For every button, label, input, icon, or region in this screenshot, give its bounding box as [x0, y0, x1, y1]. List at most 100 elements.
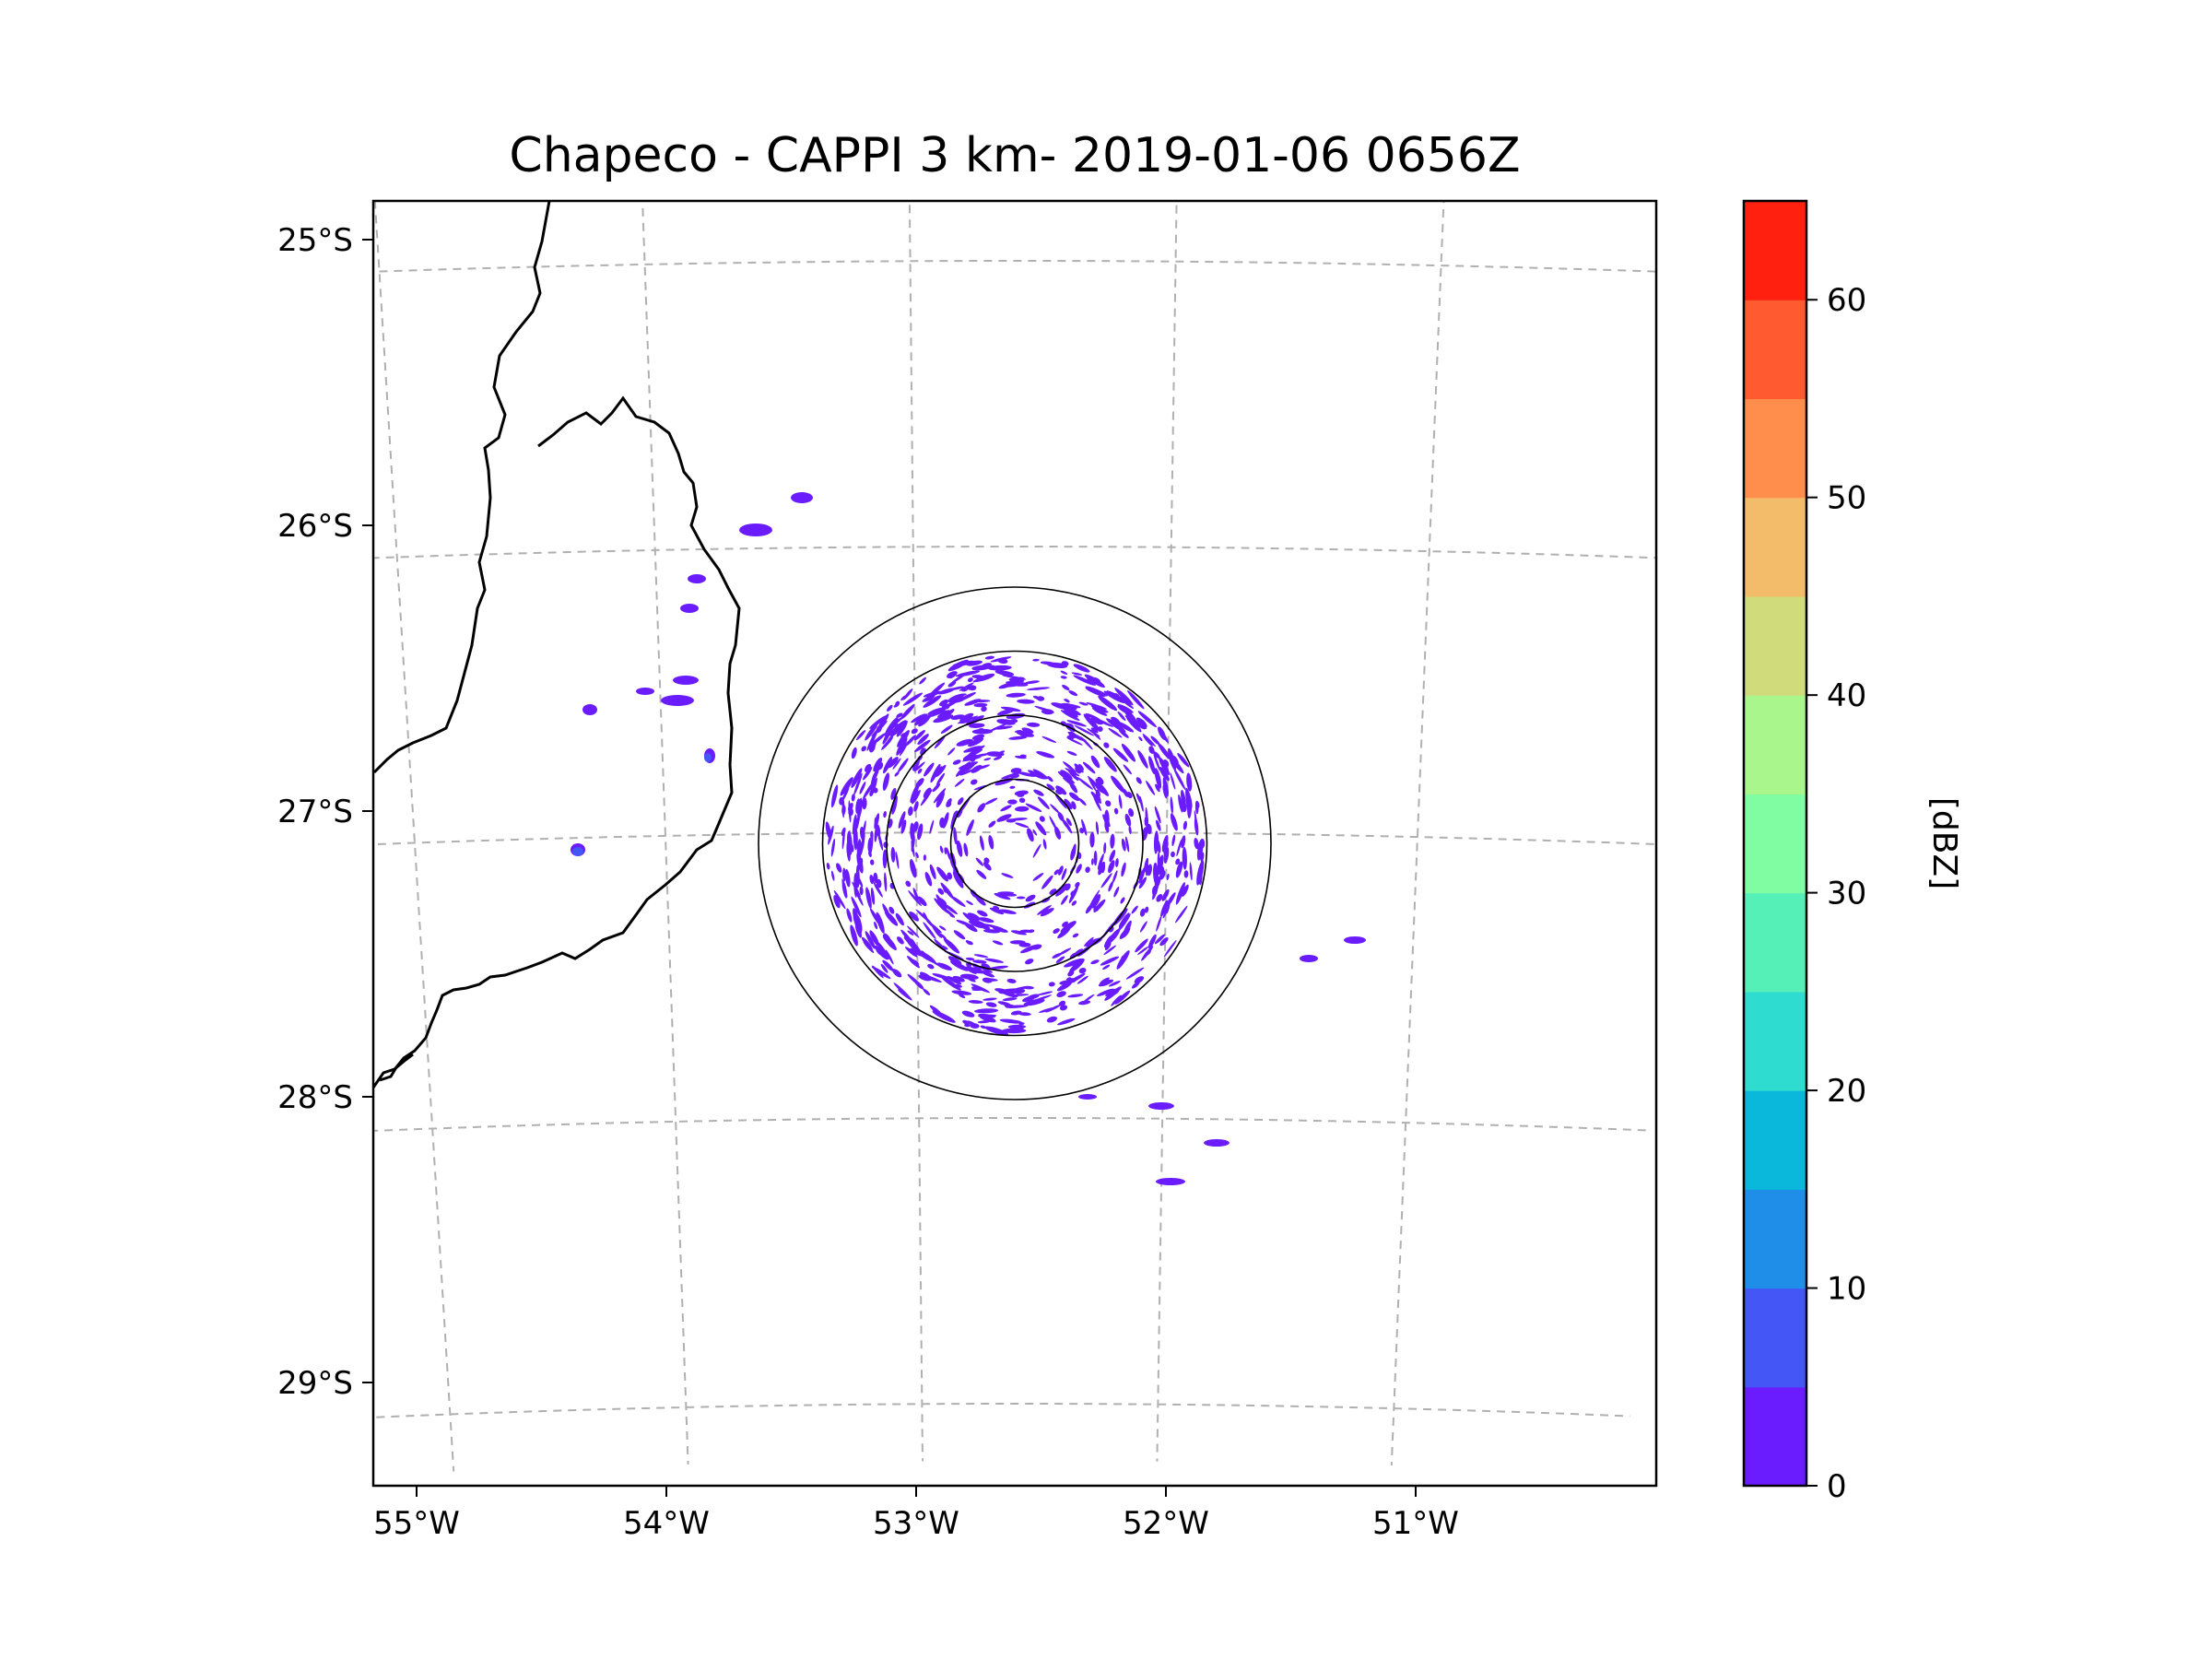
echo-cell [1075, 881, 1080, 888]
echo-cell [1032, 829, 1038, 836]
echo-cell [833, 895, 841, 909]
echo-cell [1158, 743, 1171, 759]
echo-cell [1082, 994, 1095, 1004]
colorbar-segment [1744, 398, 1806, 499]
lat-label: 28°S [277, 1079, 353, 1116]
echo-cell [1009, 940, 1026, 945]
echo-cell [914, 713, 928, 726]
echo-cell [897, 758, 909, 773]
echo-cell [1148, 746, 1155, 754]
parallel-line [373, 1403, 1630, 1418]
echo-cell [1095, 821, 1100, 835]
echo-cell [1064, 819, 1073, 834]
echo-cell [1194, 818, 1199, 836]
echo-cell [923, 695, 942, 708]
echo-cell [1010, 768, 1022, 774]
echo-cell [943, 937, 960, 954]
echo-cell [862, 797, 867, 810]
echo-cell [970, 970, 990, 974]
echo-cell [840, 777, 853, 796]
echo-cell [1135, 938, 1148, 953]
echo-cell [1055, 794, 1067, 809]
echo-cell [915, 949, 936, 963]
echo-cell [1026, 687, 1051, 691]
echo-cell [979, 835, 984, 851]
echo-cell [900, 703, 915, 720]
echo-cell [912, 867, 915, 875]
range-ring [821, 650, 1208, 1037]
echo-cell [1185, 787, 1189, 811]
echo-cell [898, 811, 906, 829]
echo-cell [859, 782, 866, 794]
echo-cell [923, 854, 927, 861]
echo-cell [842, 867, 846, 882]
echo-cell [1030, 771, 1049, 780]
echo-cell [1070, 733, 1079, 737]
echo-cell [934, 898, 949, 913]
echo-cell [927, 707, 947, 715]
echo-cluster [636, 688, 654, 695]
echo-cell [977, 910, 988, 917]
echo-cell [1170, 796, 1173, 814]
echo-cell [1124, 715, 1146, 730]
echo-cell [1128, 807, 1135, 818]
echo-cell [910, 938, 917, 949]
echo-cell [1154, 934, 1166, 945]
echo-cell [884, 872, 888, 892]
echo-cluster [1078, 1094, 1097, 1100]
echo-cell [937, 888, 945, 895]
echo-cell [870, 739, 877, 750]
echo-cell [967, 1020, 978, 1027]
echo-cell [939, 845, 944, 853]
echo-cell [937, 710, 950, 718]
echo-cell [982, 997, 997, 1001]
echo-cell [1053, 928, 1060, 935]
echo-cell [1100, 873, 1112, 888]
echo-cell [1064, 699, 1070, 702]
echo-cell [1118, 729, 1129, 738]
echo-cell [953, 827, 958, 845]
echo-cell [863, 941, 875, 953]
echo-cell [1097, 853, 1104, 870]
echo-cell [1057, 1018, 1076, 1026]
echo-cell [917, 734, 929, 746]
echo-cell [854, 873, 864, 888]
echo-cell [869, 930, 879, 947]
longitude-labels: 55°W 54°W 53°W 52°W 51°W [373, 1486, 1459, 1542]
echo-cell [850, 924, 858, 947]
echo-cell [1137, 711, 1157, 728]
echo-cell [962, 754, 978, 761]
echo-cell [943, 903, 958, 915]
echo-cell [873, 872, 878, 884]
colorbar-tick-label: 40 [1827, 677, 1866, 714]
echo-cell [880, 963, 888, 973]
echo-cell [951, 990, 972, 995]
echo-cell [971, 983, 991, 994]
colorbar [1744, 201, 1806, 1487]
echo-cell [1025, 894, 1036, 902]
echo-cell [988, 724, 1007, 732]
echo-cell [1151, 885, 1158, 896]
echo-cell [1137, 946, 1149, 956]
echo-cell [1009, 785, 1016, 789]
echo-cell [993, 756, 1003, 760]
echo-cluster [673, 676, 699, 685]
echo-cell [1018, 1012, 1031, 1017]
colorbar-tick-label: 60 [1827, 282, 1866, 319]
echo-cell [1090, 727, 1099, 734]
colorbar-tick-label: 10 [1827, 1271, 1866, 1308]
echo-cell [1081, 818, 1088, 836]
echo-cell [1108, 860, 1115, 874]
echo-cluster [1344, 936, 1366, 944]
echo-cell [929, 1005, 943, 1017]
echo-cell [971, 988, 984, 992]
echo-cell [954, 778, 965, 787]
echo-cell [1162, 904, 1170, 919]
echo-cell [1073, 664, 1090, 673]
echo-cell [1035, 821, 1047, 836]
echo-cell [1114, 688, 1134, 706]
echo-cell [973, 784, 987, 791]
echo-cell [1181, 835, 1186, 849]
echo-cell [936, 866, 948, 882]
echo-cell [917, 896, 927, 907]
